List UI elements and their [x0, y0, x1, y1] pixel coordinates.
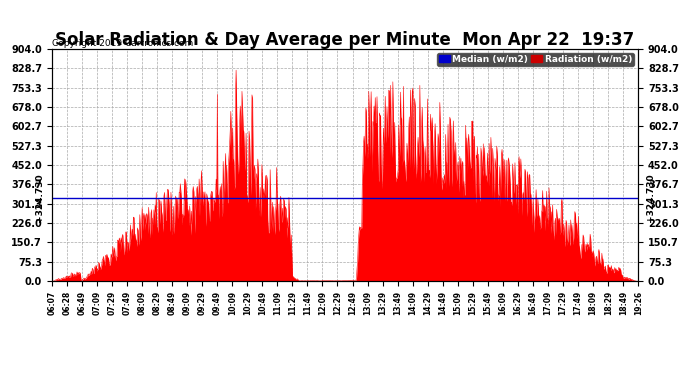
Title: Solar Radiation & Day Average per Minute  Mon Apr 22  19:37: Solar Radiation & Day Average per Minute…: [55, 31, 635, 49]
Text: Copyright 2019 Cartronics.com: Copyright 2019 Cartronics.com: [52, 39, 193, 48]
Legend: Median (w/m2), Radiation (w/m2): Median (w/m2), Radiation (w/m2): [437, 53, 633, 66]
Text: +324.730: +324.730: [35, 173, 44, 222]
Text: +324.730: +324.730: [646, 173, 655, 222]
